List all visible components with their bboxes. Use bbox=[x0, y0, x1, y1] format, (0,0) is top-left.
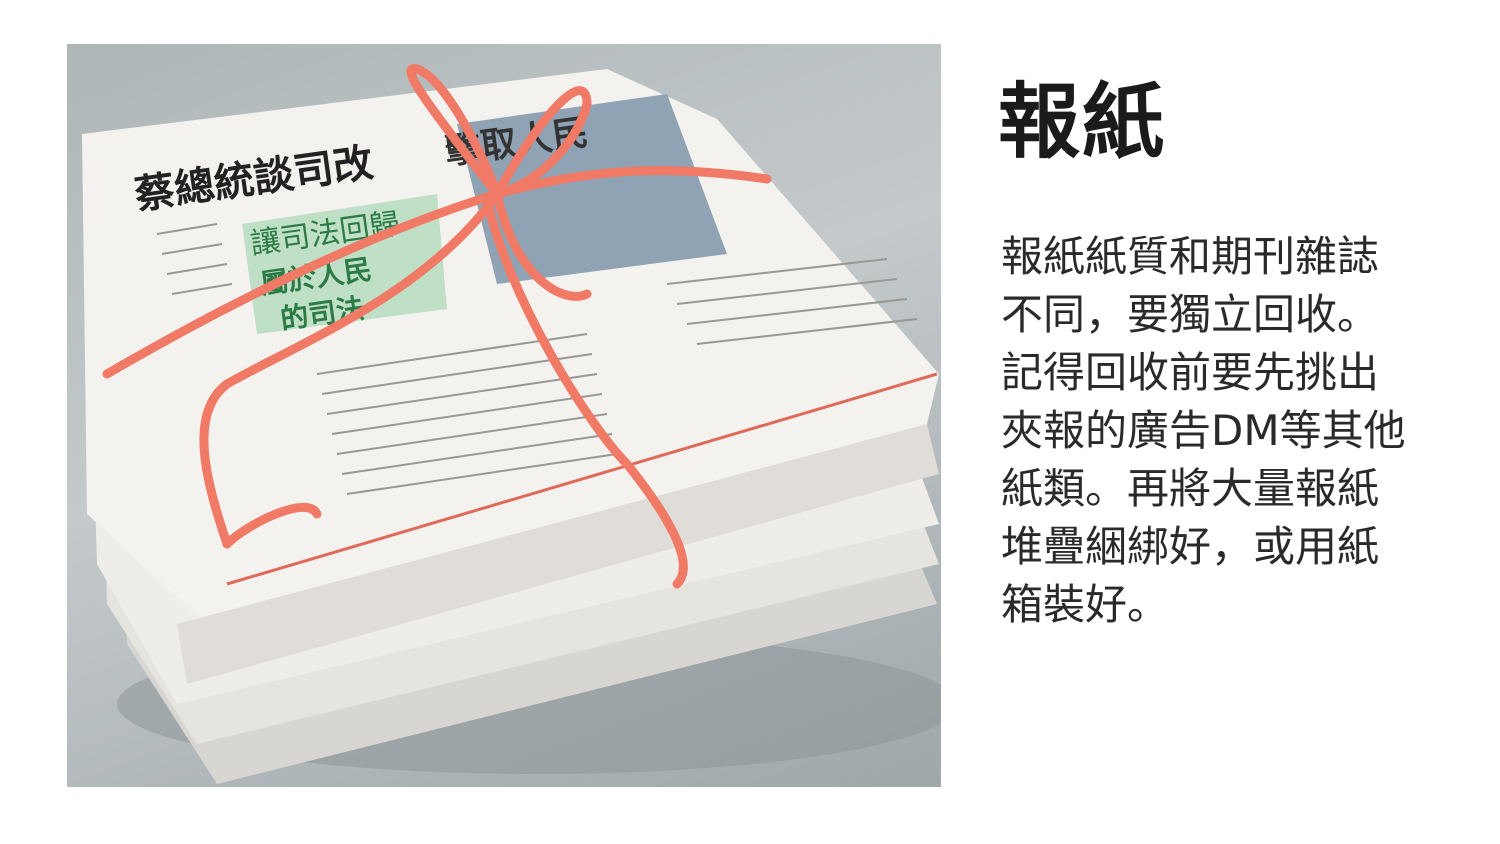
description-line: 報紙紙質和期刊雜誌 bbox=[1001, 228, 1481, 286]
description-line: 堆疊綑綁好，或用紙 bbox=[1001, 518, 1481, 576]
description-line: 不同，要獨立回收。 bbox=[1001, 286, 1481, 344]
description-line: 紙類。再將大量報紙 bbox=[1001, 460, 1481, 518]
newspaper-stack-photo: 蔡總統談司改 擊取人民 讓司法回歸 屬於人民 的司法 bbox=[67, 44, 941, 787]
page-title: 報紙 bbox=[998, 82, 1166, 164]
description-line: 夾報的廣告DM等其他 bbox=[1001, 402, 1481, 460]
newspaper-stack-illustration: 蔡總統談司改 擊取人民 讓司法回歸 屬於人民 的司法 bbox=[67, 44, 941, 787]
description-line: 箱裝好。 bbox=[1001, 576, 1481, 634]
description: 報紙紙質和期刊雜誌 不同，要獨立回收。 記得回收前要先挑出 夾報的廣告DM等其他… bbox=[1001, 228, 1481, 634]
description-line: 記得回收前要先挑出 bbox=[1001, 344, 1481, 402]
